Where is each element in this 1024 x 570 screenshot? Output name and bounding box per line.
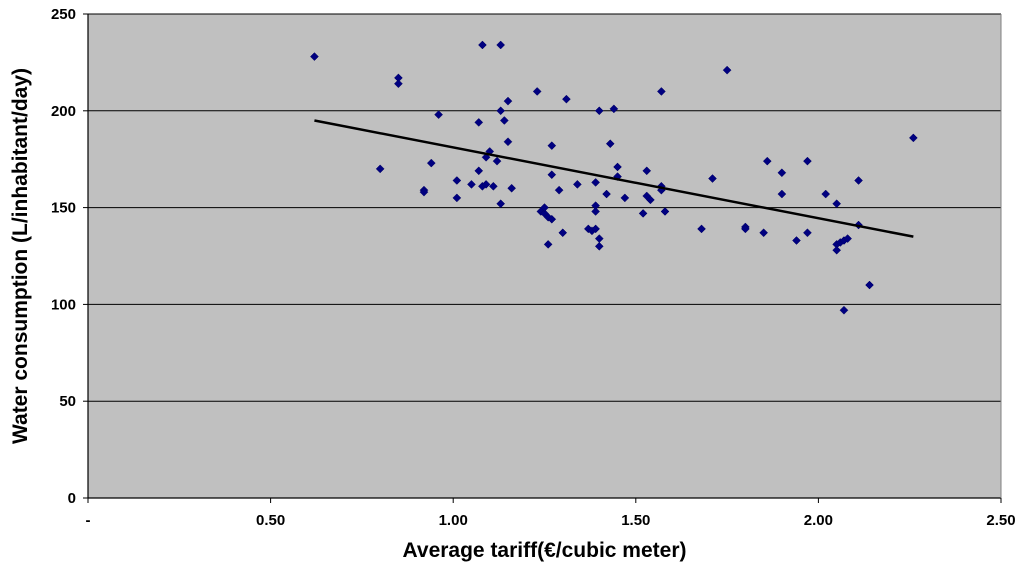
data-point [803, 228, 812, 238]
x-axis-title: Average tariff(€/cubic meter) [403, 539, 687, 562]
x-axis-ticks: - 0.50 1.00 1.50 2.00 2.50 [86, 498, 1016, 529]
data-point [708, 174, 717, 183]
x-tick-label: 2.00 [804, 512, 833, 529]
data-point [803, 156, 812, 166]
data-point [605, 139, 615, 149]
data-point [554, 185, 564, 195]
data-points [310, 40, 918, 315]
data-point [496, 199, 506, 209]
data-point [547, 214, 557, 224]
data-point [602, 189, 611, 199]
data-point [394, 79, 403, 89]
data-point [657, 87, 666, 96]
data-point [474, 118, 484, 127]
trendline [314, 119, 914, 238]
data-point [777, 168, 787, 178]
y-tick-label: 0 [68, 490, 76, 507]
data-point [613, 162, 622, 172]
data-point [638, 209, 648, 218]
x-tick-label: - [86, 512, 91, 529]
data-point [792, 236, 801, 245]
data-point [496, 106, 506, 116]
data-point [310, 52, 319, 61]
y-tick-label: 250 [51, 6, 76, 23]
data-point [419, 187, 429, 197]
axes [87, 14, 1002, 499]
y-axis-title: Water consumption (L/inhabitant/day) [9, 68, 32, 444]
data-point [452, 176, 462, 185]
data-point [543, 240, 553, 249]
data-point [507, 183, 516, 193]
data-point [478, 40, 487, 50]
data-point [832, 199, 842, 209]
data-point [697, 224, 706, 234]
data-point [532, 87, 542, 96]
data-point [821, 189, 831, 199]
y-tick-label: 200 [51, 103, 76, 120]
data-point [854, 176, 863, 185]
data-point [646, 195, 655, 205]
data-point [908, 133, 918, 143]
data-point [492, 156, 502, 166]
data-point [722, 65, 732, 75]
x-tick-label: 1.50 [621, 512, 650, 529]
data-point [434, 110, 443, 120]
data-point [777, 189, 787, 199]
data-point [452, 193, 462, 203]
data-point [503, 137, 513, 147]
data-point [839, 305, 849, 315]
data-point [609, 104, 619, 114]
data-point [594, 241, 604, 251]
data-point [547, 141, 557, 151]
data-point [467, 180, 476, 189]
data-point [594, 106, 604, 116]
x-tick-label: 1.00 [439, 512, 468, 529]
y-tick-label: 100 [51, 296, 76, 313]
data-point [660, 207, 670, 216]
data-point [759, 228, 768, 238]
y-axis-ticks: 0 50 100 150 200 250 [51, 6, 88, 507]
data-point [865, 280, 874, 290]
data-point [540, 203, 549, 212]
data-point [562, 94, 571, 104]
data-point [558, 228, 568, 238]
data-point [375, 164, 385, 174]
x-tick-label: 0.50 [256, 512, 285, 529]
data-point [620, 193, 630, 203]
data-point [642, 166, 652, 176]
data-point [573, 180, 582, 189]
data-point [741, 224, 750, 234]
data-point [843, 234, 852, 243]
data-point [474, 166, 484, 176]
data-point [496, 40, 506, 50]
data-point [591, 178, 600, 187]
data-point [499, 116, 509, 125]
data-point [762, 156, 772, 166]
data-point [591, 207, 600, 216]
x-tick-label: 2.50 [986, 512, 1015, 529]
data-point [489, 181, 498, 191]
data-point [591, 224, 600, 234]
plot-area [88, 14, 1001, 498]
data-point [503, 96, 513, 106]
data-point [547, 170, 557, 180]
y-tick-label: 50 [59, 393, 76, 410]
data-point [426, 158, 436, 168]
data-point [832, 245, 842, 255]
y-tick-label: 150 [51, 200, 76, 217]
data-point [481, 180, 491, 189]
